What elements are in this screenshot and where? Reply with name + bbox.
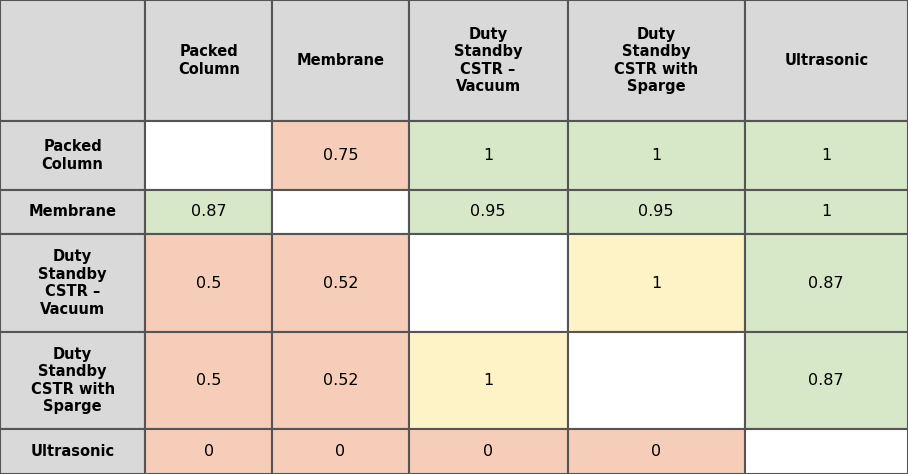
Bar <box>745 190 908 234</box>
Text: Packed
Column: Packed Column <box>178 45 240 77</box>
Bar <box>145 0 272 121</box>
Bar <box>745 332 908 429</box>
Text: 1: 1 <box>651 148 661 163</box>
Bar <box>272 332 409 429</box>
Bar <box>272 121 409 190</box>
Bar <box>745 234 908 332</box>
Text: 0.87: 0.87 <box>191 204 227 219</box>
Bar <box>145 429 272 474</box>
Text: 1: 1 <box>483 373 493 388</box>
Bar <box>568 234 745 332</box>
Bar <box>145 332 272 429</box>
Text: 0: 0 <box>335 444 346 459</box>
Text: Duty
Standby
CSTR –
Vacuum: Duty Standby CSTR – Vacuum <box>454 27 522 94</box>
Bar <box>0 190 145 234</box>
Bar <box>272 190 409 234</box>
Bar <box>568 429 745 474</box>
Text: 0.52: 0.52 <box>322 275 359 291</box>
Bar <box>568 121 745 190</box>
Text: 0.5: 0.5 <box>196 275 222 291</box>
Text: Duty
Standby
CSTR with
Sparge: Duty Standby CSTR with Sparge <box>614 27 698 94</box>
Bar <box>409 429 568 474</box>
Bar <box>409 234 568 332</box>
Bar <box>409 332 568 429</box>
Text: 0.52: 0.52 <box>322 373 359 388</box>
Text: 0: 0 <box>203 444 214 459</box>
Text: 0.75: 0.75 <box>322 148 359 163</box>
Bar <box>409 121 568 190</box>
Bar <box>568 190 745 234</box>
Bar <box>568 332 745 429</box>
Bar <box>145 234 272 332</box>
Bar <box>145 190 272 234</box>
Text: 0: 0 <box>651 444 661 459</box>
Text: 0.5: 0.5 <box>196 373 222 388</box>
Text: 1: 1 <box>821 148 832 163</box>
Text: 0.95: 0.95 <box>638 204 674 219</box>
Text: Duty
Standby
CSTR –
Vacuum: Duty Standby CSTR – Vacuum <box>38 249 107 317</box>
Text: 0.87: 0.87 <box>808 373 844 388</box>
Bar <box>409 190 568 234</box>
Bar <box>0 332 145 429</box>
Bar <box>0 121 145 190</box>
Bar <box>272 234 409 332</box>
Bar <box>745 429 908 474</box>
Bar <box>409 0 568 121</box>
Bar <box>272 0 409 121</box>
Text: Ultrasonic: Ultrasonic <box>785 53 868 68</box>
Text: 1: 1 <box>651 275 661 291</box>
Bar <box>0 0 145 121</box>
Bar <box>145 121 272 190</box>
Bar <box>568 0 745 121</box>
Text: Membrane: Membrane <box>297 53 384 68</box>
Text: Ultrasonic: Ultrasonic <box>31 444 114 459</box>
Text: 0.87: 0.87 <box>808 275 844 291</box>
Bar <box>0 234 145 332</box>
Text: 0.95: 0.95 <box>470 204 506 219</box>
Text: Duty
Standby
CSTR with
Sparge: Duty Standby CSTR with Sparge <box>31 347 114 414</box>
Bar <box>745 121 908 190</box>
Text: Packed
Column: Packed Column <box>42 139 104 172</box>
Bar <box>745 0 908 121</box>
Bar <box>0 429 145 474</box>
Bar <box>272 429 409 474</box>
Text: Membrane: Membrane <box>29 204 116 219</box>
Text: 0: 0 <box>483 444 493 459</box>
Text: 1: 1 <box>483 148 493 163</box>
Text: 1: 1 <box>821 204 832 219</box>
